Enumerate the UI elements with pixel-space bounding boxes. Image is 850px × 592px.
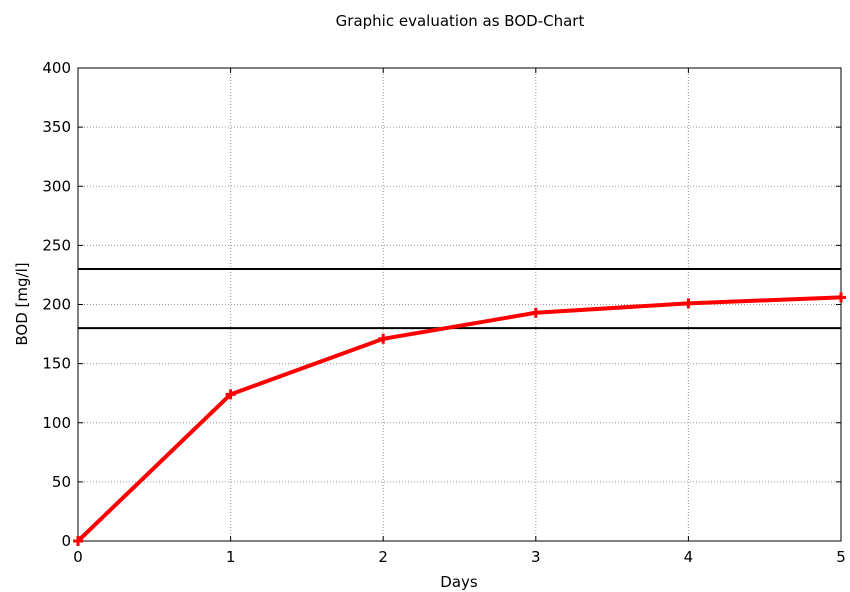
y-tick-label: 400: [42, 59, 71, 77]
reference-lines-layer: [78, 268, 841, 330]
y-tick-label: 0: [61, 532, 71, 550]
chart-title: Graphic evaluation as BOD-Chart: [336, 12, 585, 30]
grid-layer: [78, 68, 841, 541]
series-line: [76, 295, 843, 543]
y-tick-label: 300: [42, 177, 71, 195]
data-point-marker: [73, 536, 83, 546]
data-point-marker: [530, 307, 541, 318]
y-tick-label: 150: [42, 355, 71, 373]
x-tick-label: 5: [836, 548, 846, 566]
x-tick-label: 2: [378, 548, 388, 566]
y-tick-label: 350: [42, 118, 71, 136]
data-point-marker: [836, 292, 846, 303]
series-layer: [73, 292, 846, 546]
x-tick-label: 0: [73, 548, 83, 566]
y-tick-label: 50: [52, 473, 71, 491]
y-tick-label: 200: [42, 296, 71, 314]
y-tick-label: 250: [42, 236, 71, 254]
y-tick-label: 100: [42, 414, 71, 432]
x-tick-label: 4: [684, 548, 694, 566]
data-point-marker: [683, 298, 694, 309]
x-tick-label: 3: [531, 548, 541, 566]
y-axis-label: BOD [mg/l]: [13, 262, 31, 345]
data-point-marker: [378, 333, 389, 344]
x-tick-label: 1: [226, 548, 236, 566]
data-point-marker: [225, 389, 236, 400]
x-axis-label: Days: [440, 573, 478, 591]
